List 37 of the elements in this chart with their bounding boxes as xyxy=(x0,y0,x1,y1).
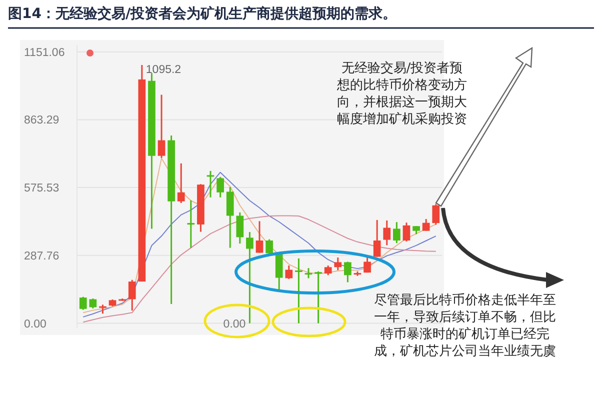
candlestick xyxy=(383,220,391,246)
candlestick xyxy=(177,162,185,204)
candlestick xyxy=(206,170,214,198)
y-tick-label: 575.53 xyxy=(24,182,60,195)
candlestick xyxy=(256,220,264,254)
y-tick-label: 863.29 xyxy=(24,114,60,127)
candlestick xyxy=(373,219,381,258)
candlestick xyxy=(79,296,87,311)
candlestick xyxy=(285,264,293,280)
y-tick-label: 1151.06 xyxy=(24,46,65,59)
candlestick xyxy=(422,218,430,232)
annotation: 无经验交易/投资者预想的比特币价格变动方向，并根据这一预期大幅度增加矿机采购投资 xyxy=(336,60,467,127)
annotation: 1095.2 xyxy=(146,64,182,76)
candlestick xyxy=(266,238,273,255)
candlestick xyxy=(393,221,400,244)
candlestick xyxy=(236,212,244,244)
y-tick-label: 0.00 xyxy=(24,318,46,330)
candlestick xyxy=(128,279,136,312)
chart-title: 图14：无经验交易/投资者会为矿机生产商提供超预期的需求。 xyxy=(8,5,397,22)
candlestick xyxy=(295,258,302,324)
annotation: 尽管最后比特币价格走低半年至一年，导致后续订单不畅，但比特币暴涨时的矿机订单已经完成，矿机芯片公司当年业绩无虞 xyxy=(374,293,556,359)
candlestick xyxy=(344,260,352,283)
candlestick xyxy=(402,222,410,242)
candlestick xyxy=(89,298,97,310)
y-tick-label: 287.76 xyxy=(24,250,60,262)
candlestick xyxy=(246,231,254,324)
candlestick xyxy=(275,252,283,290)
candlestick xyxy=(334,256,342,271)
candlestick xyxy=(187,200,195,249)
candlestick xyxy=(216,176,224,198)
candlestick xyxy=(314,270,322,324)
candlestick xyxy=(364,256,371,274)
candlestick xyxy=(432,203,440,226)
candlestick xyxy=(324,264,332,276)
candlestick xyxy=(304,267,312,279)
candlestick xyxy=(158,94,166,159)
annotation: 0.00 xyxy=(223,318,246,330)
